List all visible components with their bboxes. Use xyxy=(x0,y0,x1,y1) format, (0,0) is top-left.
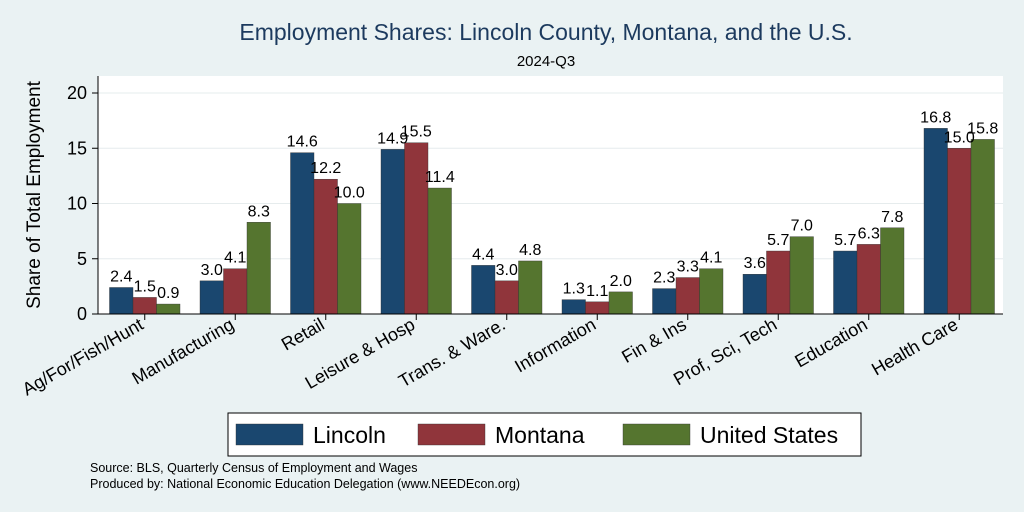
x-tick-label: Education xyxy=(791,314,870,371)
data-label: 1.3 xyxy=(563,281,585,298)
data-label: 1.1 xyxy=(586,283,608,300)
bar xyxy=(246,222,271,315)
y-tick-label: 10 xyxy=(67,194,87,214)
x-tick-label: Information xyxy=(511,314,599,376)
data-label: 3.0 xyxy=(201,262,223,279)
data-label: 14.6 xyxy=(287,134,318,151)
legend-swatch xyxy=(622,423,691,446)
produced-note: Produced by: National Economic Education… xyxy=(90,477,520,491)
data-label: 3.3 xyxy=(677,259,699,276)
data-label: 14.9 xyxy=(377,130,408,147)
bar xyxy=(699,268,724,315)
data-label: 2.4 xyxy=(110,268,132,285)
y-axis: 0 5 10 15 20 xyxy=(67,76,99,324)
bar xyxy=(970,139,995,315)
data-label: 10.0 xyxy=(334,185,365,202)
bar xyxy=(494,280,519,315)
data-label: 4.4 xyxy=(472,246,494,263)
x-tick-label: Fin & Ins xyxy=(618,314,690,367)
data-label: 3.0 xyxy=(496,262,518,279)
data-label: 1.5 xyxy=(134,278,156,295)
y-tick-label: 5 xyxy=(77,249,87,269)
bar xyxy=(427,187,452,315)
data-label: 16.8 xyxy=(920,109,951,126)
bars xyxy=(109,128,995,315)
bar xyxy=(789,236,814,315)
bar xyxy=(471,265,496,315)
data-label: 2.0 xyxy=(610,273,632,290)
data-label: 7.8 xyxy=(881,209,903,226)
x-tick-label: Manufacturing xyxy=(128,314,237,388)
legend-swatch xyxy=(235,423,304,446)
source-note: Source: BLS, Quarterly Census of Employm… xyxy=(90,461,417,475)
bar xyxy=(156,303,181,315)
data-label: 11.4 xyxy=(425,169,455,186)
bar xyxy=(199,280,224,315)
data-label: 15.0 xyxy=(944,129,975,146)
data-label: 4.1 xyxy=(224,250,246,267)
chart-subtitle: 2024-Q3 xyxy=(517,53,575,70)
bar xyxy=(947,148,972,315)
x-tick-label: Ag/For/Fish/Hunt xyxy=(19,314,147,399)
bar xyxy=(337,203,362,315)
data-label: 8.3 xyxy=(248,203,270,220)
legend-swatch xyxy=(417,423,486,446)
legend-label: United States xyxy=(700,422,838,448)
bar xyxy=(880,227,905,315)
bar xyxy=(608,291,633,315)
data-label: 6.3 xyxy=(858,225,880,242)
bar xyxy=(923,128,948,315)
data-label: 4.1 xyxy=(700,250,722,267)
data-labels: 2.41.5 0.93.04.18.314.612.210.014.915.511… xyxy=(110,109,998,302)
data-label: 15.8 xyxy=(967,120,998,137)
x-tick-label: Prof, Sci, Tech xyxy=(670,314,780,389)
data-label: 0.9 xyxy=(157,285,179,302)
data-label: 5.7 xyxy=(834,232,856,249)
bar xyxy=(675,277,700,315)
y-tick-label: 15 xyxy=(67,138,87,158)
bar xyxy=(518,260,543,315)
data-label: 3.6 xyxy=(744,255,766,272)
data-label: 5.7 xyxy=(767,232,789,249)
data-label: 15.5 xyxy=(401,124,432,141)
legend-box xyxy=(227,412,862,457)
legend-label: Lincoln xyxy=(313,422,386,448)
bar xyxy=(223,268,248,315)
x-tick-label: Health Care xyxy=(868,314,961,379)
bar xyxy=(766,250,791,315)
bar xyxy=(742,274,767,315)
bar xyxy=(561,299,586,315)
bar xyxy=(585,301,610,315)
bar xyxy=(380,149,405,315)
bar xyxy=(652,288,677,315)
bar xyxy=(109,287,134,315)
y-tick-label: 0 xyxy=(77,304,87,324)
bar xyxy=(833,250,858,315)
data-label: 12.2 xyxy=(310,160,341,177)
bar xyxy=(856,244,881,315)
bar xyxy=(132,297,157,315)
data-label: 4.8 xyxy=(519,242,541,259)
legend: Lincoln Montana United States xyxy=(227,412,862,457)
legend-label: Montana xyxy=(495,422,585,448)
data-label: 7.0 xyxy=(791,218,813,235)
y-tick-label: 20 xyxy=(67,83,87,103)
chart-title: Employment Shares: Lincoln County, Monta… xyxy=(239,19,852,45)
y-axis-label: Share of Total Employment xyxy=(24,80,45,308)
x-tick-label: Retail xyxy=(278,314,328,354)
data-label: 2.3 xyxy=(653,270,675,287)
